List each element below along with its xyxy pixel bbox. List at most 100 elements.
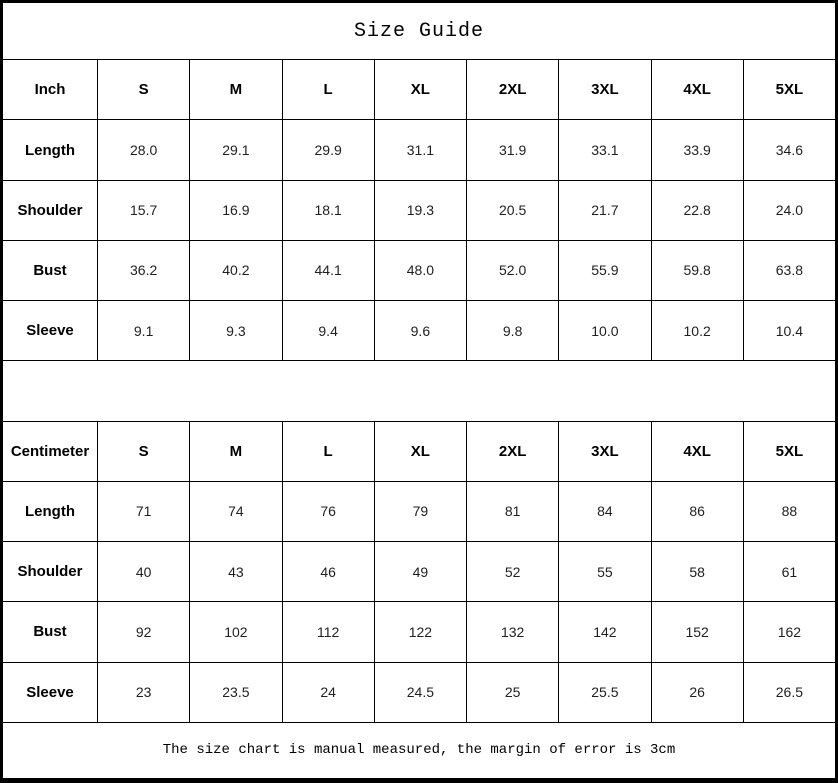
value-cell: 28.0	[96, 119, 191, 181]
size-col-header-5xl: 5XL	[742, 420, 837, 482]
value-cell: 19.3	[373, 179, 468, 241]
size-col-header-5xl: 5XL	[742, 59, 837, 121]
value-cell: 23.5	[189, 661, 283, 723]
value-cell: 86	[650, 480, 744, 543]
value-cell: 40	[96, 541, 191, 603]
value-cell: 26.5	[742, 661, 837, 723]
centimeter-length-row: Length 71 74 76 79 81 84 86 88	[2, 480, 837, 543]
row-label-length: Length	[2, 119, 98, 181]
size-col-header-4xl: 4XL	[650, 59, 744, 121]
inch-header-row: Inch S M L XL 2XL 3XL 4XL 5XL	[2, 59, 837, 121]
table-spacer	[2, 360, 836, 422]
size-col-header-3xl: 3XL	[558, 59, 652, 121]
size-col-header-3xl: 3XL	[558, 420, 652, 482]
value-cell: 76	[281, 480, 375, 543]
value-cell: 9.4	[281, 300, 375, 362]
centimeter-shoulder-row: Shoulder 40 43 46 49 52 55 58 61	[2, 541, 837, 603]
centimeter-bust-row: Bust 92 102 112 122 132 142 152 162	[2, 601, 837, 663]
value-cell: 9.8	[465, 300, 560, 362]
row-label-bust: Bust	[2, 601, 98, 663]
value-cell: 24.5	[373, 661, 468, 723]
value-cell: 58	[650, 541, 744, 603]
value-cell: 36.2	[96, 239, 191, 302]
value-cell: 26	[650, 661, 744, 723]
size-col-header-m: M	[189, 420, 283, 482]
value-cell: 61	[742, 541, 837, 603]
value-cell: 59.8	[650, 239, 744, 302]
size-col-header-m: M	[189, 59, 283, 121]
value-cell: 29.1	[189, 119, 283, 181]
value-cell: 25.5	[558, 661, 652, 723]
value-cell: 31.9	[465, 119, 560, 181]
value-cell: 49	[373, 541, 468, 603]
value-cell: 55.9	[558, 239, 652, 302]
value-cell: 21.7	[558, 179, 652, 241]
centimeter-header-row: Centimeter S M L XL 2XL 3XL 4XL 5XL	[2, 420, 837, 482]
value-cell: 112	[281, 601, 375, 663]
value-cell: 20.5	[465, 179, 560, 241]
size-col-header-s: S	[96, 59, 191, 121]
value-cell: 10.2	[650, 300, 744, 362]
size-col-header-xl: XL	[373, 59, 468, 121]
value-cell: 132	[465, 601, 560, 663]
value-cell: 79	[373, 480, 468, 543]
value-cell: 52.0	[465, 239, 560, 302]
value-cell: 142	[558, 601, 652, 663]
unit-header-inch: Inch	[2, 59, 98, 121]
value-cell: 152	[650, 601, 744, 663]
value-cell: 9.3	[189, 300, 283, 362]
size-col-header-s: S	[96, 420, 191, 482]
centimeter-sleeve-row: Sleeve 23 23.5 24 24.5 25 25.5 26 26.5	[2, 661, 837, 723]
inch-sleeve-row: Sleeve 9.1 9.3 9.4 9.6 9.8 10.0 10.2 10.…	[2, 300, 837, 362]
value-cell: 24.0	[742, 179, 837, 241]
row-label-sleeve: Sleeve	[2, 300, 98, 362]
value-cell: 88	[742, 480, 837, 543]
row-label-shoulder: Shoulder	[2, 541, 98, 603]
value-cell: 71	[96, 480, 191, 543]
spacer-row	[2, 360, 836, 422]
value-cell: 33.1	[558, 119, 652, 181]
row-label-bust: Bust	[2, 239, 98, 302]
value-cell: 122	[373, 601, 468, 663]
value-cell: 40.2	[189, 239, 283, 302]
value-cell: 24	[281, 661, 375, 723]
row-label-shoulder: Shoulder	[2, 179, 98, 241]
size-col-header-2xl: 2XL	[465, 59, 560, 121]
value-cell: 34.6	[742, 119, 837, 181]
value-cell: 84	[558, 480, 652, 543]
value-cell: 33.9	[650, 119, 744, 181]
value-cell: 16.9	[189, 179, 283, 241]
value-cell: 9.1	[96, 300, 191, 362]
size-col-header-l: L	[281, 420, 375, 482]
value-cell: 23	[96, 661, 191, 723]
size-col-header-xl: XL	[373, 420, 468, 482]
title-row: Size Guide	[2, 1, 836, 61]
value-cell: 18.1	[281, 179, 375, 241]
footer-note: The size chart is manual measured, the m…	[2, 721, 836, 780]
value-cell: 25	[465, 661, 560, 723]
value-cell: 92	[96, 601, 191, 663]
footer-row: The size chart is manual measured, the m…	[2, 721, 836, 780]
value-cell: 52	[465, 541, 560, 603]
page-title: Size Guide	[2, 1, 836, 61]
value-cell: 43	[189, 541, 283, 603]
size-col-header-4xl: 4XL	[650, 420, 744, 482]
value-cell: 81	[465, 480, 560, 543]
value-cell: 15.7	[96, 179, 191, 241]
value-cell: 31.1	[373, 119, 468, 181]
value-cell: 55	[558, 541, 652, 603]
value-cell: 162	[742, 601, 837, 663]
value-cell: 22.8	[650, 179, 744, 241]
inch-bust-row: Bust 36.2 40.2 44.1 48.0 52.0 55.9 59.8 …	[2, 239, 837, 302]
value-cell: 10.0	[558, 300, 652, 362]
inch-length-row: Length 28.0 29.1 29.9 31.1 31.9 33.1 33.…	[2, 119, 837, 181]
value-cell: 29.9	[281, 119, 375, 181]
value-cell: 74	[189, 480, 283, 543]
inch-shoulder-row: Shoulder 15.7 16.9 18.1 19.3 20.5 21.7 2…	[2, 179, 837, 241]
value-cell: 46	[281, 541, 375, 603]
value-cell: 48.0	[373, 239, 468, 302]
row-label-sleeve: Sleeve	[2, 661, 98, 723]
value-cell: 63.8	[742, 239, 837, 302]
value-cell: 102	[189, 601, 283, 663]
